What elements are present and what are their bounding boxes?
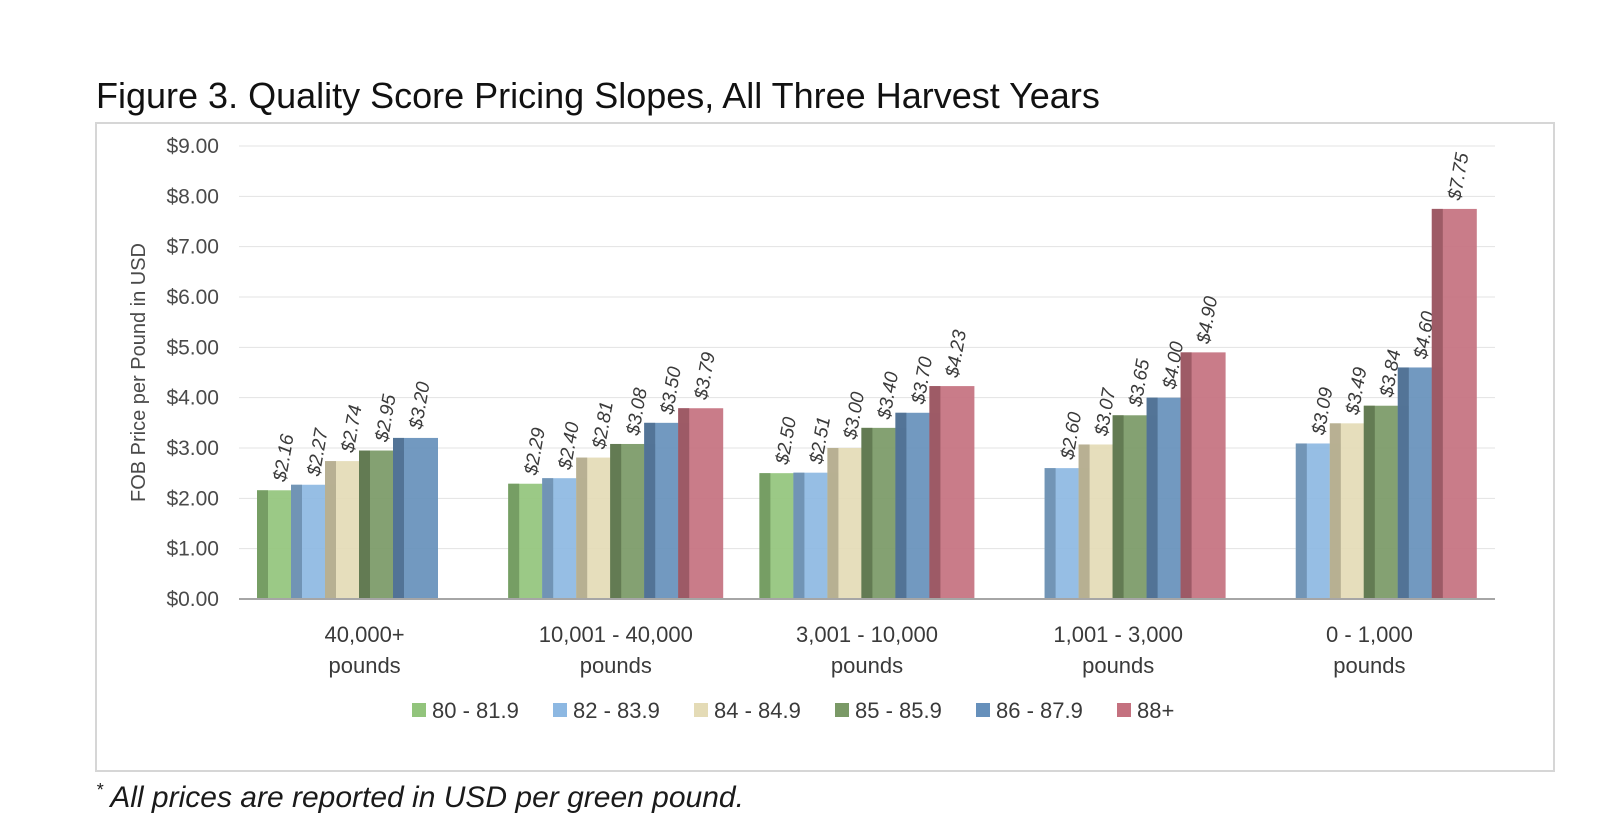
bar-edge	[895, 412, 907, 599]
x-category-label: pounds	[831, 653, 903, 678]
bar-edge	[1180, 352, 1192, 599]
data-label: $4.23	[942, 328, 971, 380]
bar-edge	[1363, 405, 1375, 599]
figure-title: Figure 3. Quality Score Pricing Slopes, …	[96, 75, 1100, 116]
bar-edge	[542, 478, 554, 599]
x-category-label: 0 - 1,000	[1326, 622, 1413, 647]
data-label: $2.81	[589, 400, 618, 451]
x-category-label: 1,001 - 3,000	[1053, 622, 1183, 647]
legend-swatch	[835, 703, 849, 717]
legend-swatch	[412, 703, 426, 717]
bar-edge	[359, 450, 370, 599]
x-category-label: pounds	[1333, 653, 1405, 678]
data-label: $3.79	[691, 350, 720, 402]
footnote-marker: *	[96, 780, 104, 800]
y-axis-label: FOB Price per Pound in USD	[128, 243, 150, 502]
data-label: $4.90	[1193, 294, 1222, 346]
data-label: $2.29	[521, 426, 550, 478]
bar-edge	[508, 483, 520, 599]
bar-edge	[759, 473, 771, 599]
data-label: $2.95	[372, 392, 401, 444]
y-tick-label: $5.00	[166, 336, 219, 359]
y-tick-label: $2.00	[166, 487, 219, 510]
bar-chart: $0.00 $1.00 $2.00 $3.00 $4.00 $5.00 $6.00 $7.00…	[128, 135, 1495, 723]
bar-edge	[1044, 468, 1056, 599]
bar-edge	[1112, 415, 1124, 599]
bar-edge	[644, 422, 656, 599]
y-tick-label: $7.00	[166, 236, 219, 259]
data-label: $2.16	[270, 432, 299, 484]
legend-swatch	[976, 703, 990, 717]
bar-edge	[793, 472, 805, 599]
bar-edge	[291, 484, 302, 599]
bar-edge	[678, 408, 690, 599]
bar-edge	[1078, 444, 1090, 599]
y-tick-label: $8.00	[166, 185, 219, 208]
legend-label: 85 - 85.9	[855, 698, 942, 723]
legend-label: 80 - 81.9	[432, 698, 519, 723]
bar-edge	[861, 427, 873, 599]
footnote-text: All prices are reported in USD per green…	[110, 781, 744, 814]
data-label: $3.20	[406, 380, 435, 432]
x-category-label: 40,000+	[325, 622, 405, 647]
legend-label: 86 - 87.9	[996, 698, 1083, 723]
legend-label: 88+	[1137, 698, 1174, 723]
x-category-label: pounds	[329, 653, 401, 678]
bar-edge	[325, 461, 336, 599]
y-tick-label: $6.00	[166, 286, 219, 309]
footnote: * All prices are reported in USD per gre…	[96, 780, 744, 815]
bar-edge	[610, 443, 622, 599]
data-label: $2.74	[338, 403, 367, 454]
bar-edge	[929, 386, 941, 599]
data-label: $2.50	[772, 415, 801, 467]
y-tick-label: $9.00	[166, 135, 219, 158]
x-category-label: 3,001 - 10,000	[796, 622, 938, 647]
bar-edge	[1146, 397, 1158, 599]
legend-label: 82 - 83.9	[573, 698, 660, 723]
x-category-label: 10,001 - 40,000	[539, 622, 693, 647]
bar-edge	[1431, 208, 1443, 599]
y-tick-label: $4.00	[166, 387, 219, 410]
x-category-label: pounds	[580, 653, 652, 678]
bar-edge	[1329, 423, 1341, 599]
y-tick-label: $3.00	[166, 437, 219, 460]
chart-frame: $0.00 $1.00 $2.00 $3.00 $4.00 $5.00 $6.00 $7.00…	[95, 122, 1555, 772]
y-tick-label: $1.00	[166, 538, 219, 561]
bar-edge	[576, 457, 588, 599]
legend-swatch	[694, 703, 708, 717]
legend-swatch	[553, 703, 567, 717]
bar-edge	[827, 448, 839, 599]
bar-edge	[393, 437, 404, 599]
y-tick-label: $0.00	[166, 588, 219, 611]
x-category-label: pounds	[1082, 653, 1154, 678]
bar-edge	[1295, 443, 1307, 599]
legend-swatch	[1117, 703, 1131, 717]
legend-label: 84 - 84.9	[714, 698, 801, 723]
bar-edge	[1397, 367, 1409, 599]
data-label: $7.75	[1444, 151, 1473, 203]
bar-edge	[257, 490, 268, 599]
